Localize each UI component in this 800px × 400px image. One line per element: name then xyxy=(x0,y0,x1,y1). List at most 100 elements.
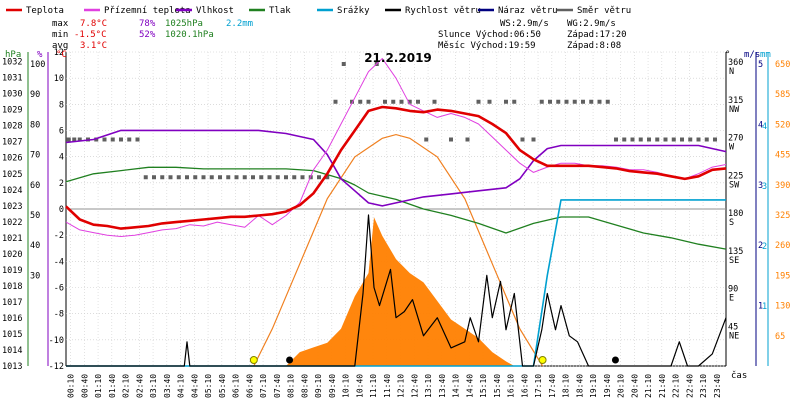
x-tick-label: 22:40 xyxy=(685,374,694,398)
x-tick-label: 04:40 xyxy=(190,374,199,398)
degree-tick-label: 360 xyxy=(728,58,743,68)
ms-tick-label: 4 xyxy=(758,120,763,130)
temp-tick-label: -2 xyxy=(54,231,64,241)
hpa-tick-label: 1028 xyxy=(2,122,22,132)
hpa-tick-label: 1031 xyxy=(2,74,22,84)
legend-label: Vlhkost xyxy=(196,6,234,16)
legend-label: Náraz větru xyxy=(498,6,558,16)
x-tick-label: 18:40 xyxy=(575,374,584,398)
x-tick-label: 07:40 xyxy=(273,374,282,398)
degree-tick-label: 135 xyxy=(728,247,743,257)
wind-direction-point xyxy=(589,99,594,104)
x-tick-label: 02:40 xyxy=(135,374,144,398)
wind-direction-point xyxy=(432,99,437,104)
solar-tick-label: 130 xyxy=(775,302,790,312)
pct-tick-label: 40 xyxy=(30,241,40,251)
wind-direction-point xyxy=(110,137,115,142)
wind-direction-point xyxy=(72,137,77,142)
wind-direction-point xyxy=(102,137,107,142)
x-tick-label: 11:40 xyxy=(383,374,392,398)
wind-direction-point xyxy=(160,175,165,180)
x-tick-label: 00:10 xyxy=(67,374,76,398)
legend-label: Směr větru xyxy=(577,6,631,16)
hpa-tick-label: 1014 xyxy=(2,346,22,356)
solar-tick-label: 650 xyxy=(775,60,790,70)
wind-direction-point xyxy=(556,99,561,104)
wind-direction-point xyxy=(449,137,453,142)
wind-direction-point xyxy=(143,175,148,180)
wind-direction-point xyxy=(399,99,404,104)
pct-tick-label: 70 xyxy=(30,151,40,161)
wind-gust-info: WG:2.9m/s xyxy=(567,19,616,29)
x-tick-label: 19:40 xyxy=(603,374,612,398)
solar-tick-label: 260 xyxy=(775,241,790,251)
wind-direction-point xyxy=(638,137,643,142)
wind-direction-point xyxy=(135,137,140,142)
hpa-tick-label: 1020 xyxy=(2,250,22,260)
x-tick-label: 08:40 xyxy=(300,374,309,398)
wind-direction-point xyxy=(152,175,156,180)
wind-direction-point xyxy=(622,137,627,142)
degree-tick-label: 45 xyxy=(728,322,738,332)
mm-tick-label: 3 xyxy=(762,182,767,192)
hpa-tick-label: 1017 xyxy=(2,298,22,308)
hpa-tick-label: 1023 xyxy=(2,202,22,212)
x-tick-label: 12:10 xyxy=(397,374,406,398)
x-axis-label: čas xyxy=(731,370,747,381)
wind-direction-point xyxy=(614,137,618,142)
pct-tick-label: 80 xyxy=(30,120,40,130)
direction-label: E xyxy=(729,294,734,304)
temp-tick-label: 6 xyxy=(59,127,64,137)
wind-direction-point xyxy=(267,175,272,180)
temp-tick-label: -4 xyxy=(54,257,64,267)
hpa-tick-label: 1029 xyxy=(2,106,22,116)
wind-direction-point xyxy=(176,175,181,180)
temp-tick-label: -8 xyxy=(54,310,64,320)
pct-tick-label: 60 xyxy=(30,181,40,191)
wind-direction-point xyxy=(185,175,189,180)
temp-tick-label: 10 xyxy=(54,74,64,84)
wind-direction-point xyxy=(704,137,709,142)
wind-direction-point xyxy=(127,137,132,142)
stat-max-label: max xyxy=(52,19,69,29)
wind-direction-point xyxy=(333,99,338,104)
wind-direction-point xyxy=(325,175,330,180)
wind-direction-point xyxy=(300,175,305,180)
degree-tick-label: 270 xyxy=(728,134,743,144)
wind-direction-point xyxy=(581,99,585,104)
stat-avg-label: avg xyxy=(52,41,68,51)
stat-rain: 2.2mm xyxy=(226,19,253,29)
wind-direction-point xyxy=(531,137,536,142)
x-tick-label: 19:10 xyxy=(589,374,598,398)
wind-direction-point xyxy=(218,175,222,180)
x-tick-label: 20:10 xyxy=(617,374,626,398)
x-tick-label: 04:10 xyxy=(177,374,186,398)
moonset-marker xyxy=(286,356,294,364)
wind-direction-point xyxy=(487,99,492,104)
temperature-line xyxy=(65,105,727,230)
degree-tick-label: 315 xyxy=(728,96,743,106)
wind-direction-point xyxy=(168,175,173,180)
wind-direction-point xyxy=(317,175,321,180)
hpa-tick-label: 1013 xyxy=(2,362,22,372)
legend-label: Srážky xyxy=(337,6,370,16)
x-tick-label: 20:40 xyxy=(630,374,639,398)
ms-tick-label: 1 xyxy=(758,302,763,312)
pressure-line xyxy=(65,166,727,250)
x-tick-label: 00:40 xyxy=(80,374,89,398)
degree-tick-label: 90 xyxy=(728,285,738,295)
wind-direction-point xyxy=(275,175,280,180)
sunset-marker xyxy=(538,356,547,364)
x-tick-label: 09:10 xyxy=(314,374,323,398)
x-tick-label: 16:40 xyxy=(520,374,529,398)
hpa-tick-label: 1026 xyxy=(2,154,22,164)
solar-tick-label: 390 xyxy=(775,181,790,191)
sun-set-info: Západ:17:20 xyxy=(567,30,627,40)
x-tick-label: 21:10 xyxy=(644,374,653,398)
mm-axis-label: mm xyxy=(760,50,771,60)
x-tick-label: 14:40 xyxy=(465,374,474,398)
hpa-tick-label: 1022 xyxy=(2,218,22,228)
x-tick-label: 23:40 xyxy=(713,374,722,398)
direction-label: NE xyxy=(729,331,739,341)
